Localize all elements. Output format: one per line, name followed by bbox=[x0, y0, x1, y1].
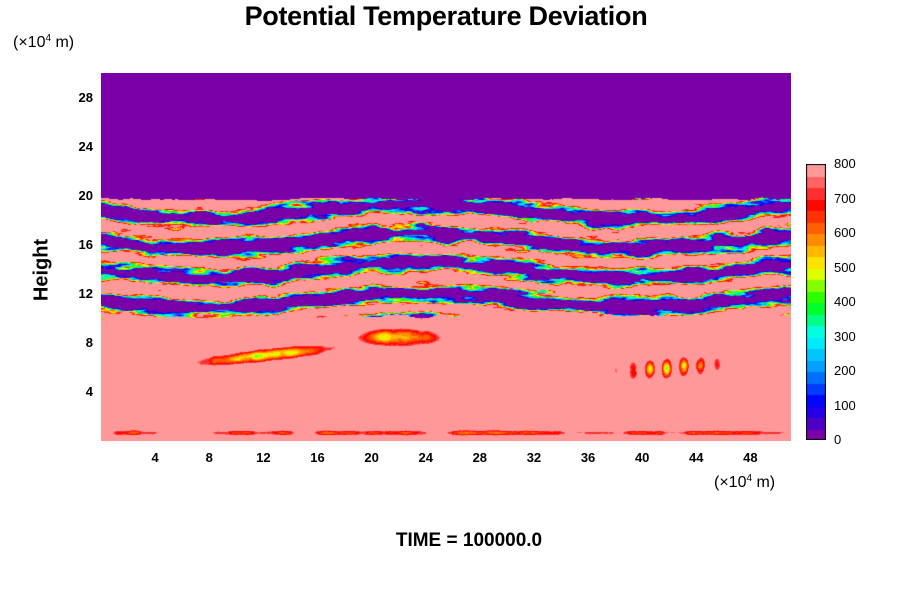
colorbar-tick-label: 500 bbox=[834, 259, 856, 275]
colorbar-tick-label: 100 bbox=[834, 397, 856, 413]
x-tick-label: 44 bbox=[689, 450, 704, 465]
colorbar-tick-label: 700 bbox=[834, 190, 856, 206]
chart-title: Potential Temperature Deviation bbox=[244, 1, 648, 31]
colorbar-tick-label: 400 bbox=[834, 294, 856, 309]
x-tick-label: 32 bbox=[526, 450, 542, 465]
colorbar bbox=[806, 164, 826, 440]
x-tick-label: 8 bbox=[205, 450, 213, 465]
x-tick-label: 4 bbox=[151, 450, 159, 465]
x-tick-label: 28 bbox=[472, 450, 488, 465]
x-axis-unit: (×104 m) bbox=[714, 473, 776, 491]
time-label: TIME = 100000.0 bbox=[395, 530, 543, 551]
x-tick-label: 36 bbox=[580, 450, 596, 465]
x-tick-label: 48 bbox=[743, 450, 758, 465]
x-tick-label: 40 bbox=[634, 450, 650, 465]
y-tick-label: 24 bbox=[78, 138, 93, 154]
y-axis-label: Height bbox=[30, 238, 53, 302]
y-tick-label: 16 bbox=[78, 236, 93, 252]
colorbar-tick-label: 600 bbox=[834, 225, 856, 240]
colorbar-tick-label: 800 bbox=[834, 156, 856, 171]
y-tick-label: 4 bbox=[85, 383, 93, 399]
colorbar-tick-label: 300 bbox=[834, 328, 856, 344]
x-tick-label: 24 bbox=[418, 450, 433, 465]
y-tick-label: 20 bbox=[78, 187, 93, 203]
y-tick-label: 8 bbox=[85, 334, 93, 350]
colorbar-tick-label: 200 bbox=[834, 363, 856, 378]
y-tick-label: 28 bbox=[78, 89, 93, 105]
x-tick-label: 20 bbox=[364, 450, 379, 465]
y-tick-label: 12 bbox=[78, 285, 93, 301]
colorbar-tick-label: 0 bbox=[834, 432, 842, 447]
heatmap-plot-area bbox=[101, 73, 791, 441]
x-tick-label: 12 bbox=[256, 450, 271, 465]
x-tick-label: 16 bbox=[310, 450, 325, 465]
y-axis-unit: (×104 m) bbox=[13, 33, 75, 51]
